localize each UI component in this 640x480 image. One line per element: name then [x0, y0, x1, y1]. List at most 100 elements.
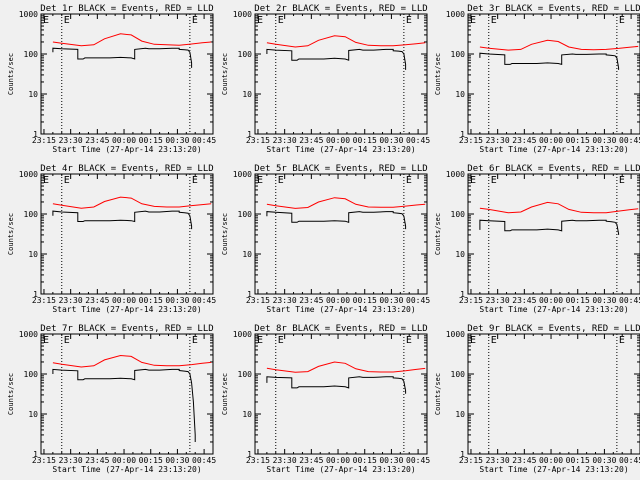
e-marker: E	[619, 175, 625, 186]
events-series-line	[52, 47, 193, 68]
x-tick-label: 00:45	[406, 456, 430, 465]
x-tick-label: 23:15	[246, 296, 270, 305]
y-axis-label: Counts/sec	[434, 213, 442, 255]
x-tick-label: 00:15	[139, 296, 163, 305]
x-tick-label: 00:00	[326, 136, 350, 145]
y-tick-label: 1000	[19, 330, 38, 339]
plot-frame	[254, 173, 428, 295]
y-tick-label: 1000	[19, 170, 38, 179]
x-tick-label: 00:15	[139, 456, 163, 465]
events-series-line	[266, 48, 407, 70]
y-tick-label: 1000	[233, 330, 252, 339]
y-axis-label: Counts/sec	[434, 53, 442, 95]
plot-frame	[467, 13, 640, 135]
x-tick-label: 23:45	[85, 456, 109, 465]
plot-frame	[40, 333, 214, 455]
lld-series-line	[266, 35, 426, 48]
events-series-line	[266, 376, 407, 394]
x-tick-label: 23:30	[59, 136, 83, 145]
x-tick-label: 00:30	[165, 296, 189, 305]
x-tick-label: 23:15	[459, 296, 483, 305]
e-marker: E	[491, 335, 497, 346]
y-tick-label: 1	[460, 130, 465, 139]
plot-frame	[467, 173, 640, 295]
y-tick-label: 10	[242, 90, 252, 99]
x-tick-label: 00:30	[379, 456, 403, 465]
y-axis-label: Counts/sec	[221, 53, 229, 95]
x-tick-label: 00:45	[192, 136, 216, 145]
x-axis-label: Start Time (27-Apr-14 23:13:20)	[479, 465, 628, 474]
x-tick-label: 23:45	[85, 136, 109, 145]
x-tick-label: 00:00	[539, 136, 563, 145]
y-tick-label: 1000	[446, 330, 465, 339]
panel-title: Det 1r BLACK = Events, RED = LLD	[40, 4, 213, 14]
panel-title: Det 4r BLACK = Events, RED = LLD	[40, 164, 213, 174]
x-tick-label: 23:30	[486, 456, 510, 465]
x-tick-label: 23:30	[486, 136, 510, 145]
plot-frame	[254, 13, 428, 135]
x-tick-label: 00:00	[539, 456, 563, 465]
x-axis-label: Start Time (27-Apr-14 23:13:20)	[52, 465, 201, 474]
panel-title: Det 6r BLACK = Events, RED = LLD	[467, 164, 640, 174]
plot-frame	[40, 173, 214, 295]
y-tick-label: 10	[242, 250, 252, 259]
x-tick-label: 00:15	[353, 456, 377, 465]
x-tick-label: 00:15	[353, 136, 377, 145]
y-tick-label: 1000	[233, 10, 252, 19]
y-tick-label: 1000	[233, 170, 252, 179]
x-tick-label: 23:15	[32, 136, 56, 145]
y-axis-label: Counts/sec	[221, 373, 229, 415]
y-tick-label: 10	[28, 250, 38, 259]
y-tick-label: 100	[451, 50, 466, 59]
y-axis-label: Counts/sec	[434, 373, 442, 415]
e-marker: E	[470, 335, 476, 346]
events-series-line	[52, 210, 193, 230]
x-tick-label: 00:00	[539, 296, 563, 305]
x-tick-label: 00:00	[326, 296, 350, 305]
e-marker: E	[257, 15, 263, 26]
y-tick-label: 1	[460, 450, 465, 459]
x-tick-label: 00:30	[379, 136, 403, 145]
x-tick-label: 00:00	[326, 456, 350, 465]
e-marker: E	[257, 175, 263, 186]
e-marker: E	[64, 15, 70, 26]
y-tick-label: 1	[33, 130, 38, 139]
x-axis-label: Start Time (27-Apr-14 23:13:20)	[266, 465, 415, 474]
y-axis-label: Counts/sec	[7, 373, 15, 415]
e-marker: E	[470, 15, 476, 26]
y-tick-label: 10	[28, 410, 38, 419]
lld-series-line	[479, 201, 639, 214]
lld-series-line	[266, 361, 426, 373]
x-tick-label: 00:45	[192, 456, 216, 465]
x-tick-label: 23:45	[299, 136, 323, 145]
x-tick-label: 00:30	[165, 456, 189, 465]
plot-frame	[467, 333, 640, 455]
events-series-line	[479, 52, 620, 70]
y-tick-label: 1	[247, 450, 252, 459]
x-tick-label: 00:45	[619, 296, 640, 305]
x-tick-label: 00:15	[566, 136, 590, 145]
x-axis-label: Start Time (27-Apr-14 23:13:20)	[266, 305, 415, 314]
y-tick-label: 10	[28, 90, 38, 99]
x-tick-label: 23:15	[32, 456, 56, 465]
lld-series-line	[52, 354, 212, 368]
x-tick-label: 23:15	[246, 136, 270, 145]
x-tick-label: 23:30	[486, 296, 510, 305]
e-marker: E	[406, 15, 412, 26]
events-series-line	[266, 211, 407, 230]
y-axis-label: Counts/sec	[221, 213, 229, 255]
x-tick-label: 23:15	[459, 456, 483, 465]
lld-series-line	[52, 33, 212, 47]
events-series-line	[479, 219, 620, 235]
x-tick-label: 00:15	[139, 136, 163, 145]
x-tick-label: 00:00	[112, 296, 136, 305]
lld-series-line	[479, 39, 639, 51]
x-tick-label: 23:45	[512, 296, 536, 305]
y-tick-label: 10	[455, 410, 465, 419]
panel-title: Det 8r BLACK = Events, RED = LLD	[254, 324, 427, 334]
